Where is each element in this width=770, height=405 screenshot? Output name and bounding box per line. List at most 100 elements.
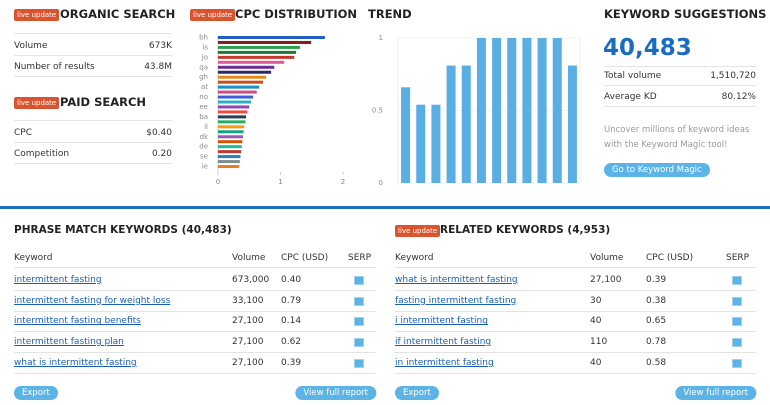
divider xyxy=(395,267,756,268)
cpc: 0.40 xyxy=(281,275,302,285)
keyword-link[interactable]: if intermittent fasting xyxy=(395,337,492,348)
volume: 30 xyxy=(590,295,602,306)
column-header: Keyword xyxy=(395,253,434,263)
section-title: KEYWORD SUGGESTIONS xyxy=(604,7,767,21)
volume: 27,100 xyxy=(590,275,622,285)
bar xyxy=(218,70,272,74)
bar xyxy=(567,65,577,183)
full-report-button[interactable]: View full report xyxy=(295,386,376,400)
export-button[interactable]: Export xyxy=(395,386,439,400)
bar xyxy=(218,145,242,149)
bar xyxy=(218,85,260,89)
serp-icon[interactable] xyxy=(732,317,742,327)
divider xyxy=(14,310,376,312)
cpc: 0.78 xyxy=(646,337,667,348)
metric-label: CPC xyxy=(14,128,32,138)
divider xyxy=(14,372,376,374)
bar xyxy=(218,130,244,134)
keyword-link[interactable]: intermittent fasting xyxy=(14,275,102,285)
bar xyxy=(218,55,295,59)
serp-icon[interactable] xyxy=(732,338,742,348)
section-title: ORGANIC SEARCH xyxy=(60,7,176,21)
category-label: ba xyxy=(199,113,208,121)
divider xyxy=(14,142,172,143)
section-title: PAID SEARCH xyxy=(60,95,147,109)
keyword-link[interactable]: i intermittent fasting xyxy=(395,316,488,327)
bar xyxy=(492,38,502,183)
volume: 40 xyxy=(590,357,602,368)
bar xyxy=(218,110,248,114)
volume: 673,000 xyxy=(232,275,270,285)
export-button[interactable]: Export xyxy=(14,386,58,400)
bar xyxy=(218,115,247,119)
volume: 27,100 xyxy=(232,337,264,348)
category-label: de xyxy=(199,143,208,151)
metric-value: $0.40 xyxy=(146,128,172,138)
bar xyxy=(218,120,246,124)
bar xyxy=(416,104,426,183)
column-header: SERP xyxy=(348,253,372,263)
serp-icon[interactable] xyxy=(354,358,364,368)
column-header: SERP xyxy=(726,253,750,263)
volume: 27,100 xyxy=(232,316,264,327)
serp-icon[interactable] xyxy=(732,358,742,368)
metric-value: 43.8M xyxy=(144,62,172,72)
serp-icon[interactable] xyxy=(354,317,364,327)
bar xyxy=(218,80,263,84)
bar xyxy=(218,135,243,139)
serp-icon[interactable] xyxy=(732,296,742,306)
category-label: jo xyxy=(201,53,208,61)
divider xyxy=(604,85,756,86)
cpc: 0.79 xyxy=(281,295,302,306)
divider xyxy=(604,66,756,67)
serp-icon[interactable] xyxy=(354,276,364,285)
category-label: gh xyxy=(199,73,208,81)
keyword-link[interactable]: intermittent fasting for weight loss xyxy=(14,295,171,306)
volume: 27,100 xyxy=(232,357,264,368)
category-label: ee xyxy=(199,103,208,111)
keyword-link[interactable]: intermittent fasting benefits xyxy=(14,316,141,327)
keyword-link[interactable]: in intermittent fasting xyxy=(395,357,494,368)
section-title: CPC DISTRIBUTION xyxy=(235,7,358,21)
keyword-link[interactable]: fasting intermittent fasting xyxy=(395,295,517,306)
cpc: 0.38 xyxy=(646,295,667,306)
bar xyxy=(218,165,240,169)
column-header: Volume xyxy=(590,253,624,263)
bar xyxy=(218,45,300,49)
divider xyxy=(14,163,172,164)
metric-value: 0.20 xyxy=(151,149,172,159)
metric-value: 673K xyxy=(148,41,172,51)
divider xyxy=(604,106,756,107)
y-tick-label: 1 xyxy=(379,34,383,42)
category-label: at xyxy=(201,83,208,91)
bar xyxy=(218,95,253,99)
serp-icon[interactable] xyxy=(354,296,364,306)
serp-icon[interactable] xyxy=(732,276,742,285)
y-tick-label: 0.5 xyxy=(372,107,383,115)
keyword-count: 40,483 xyxy=(603,35,692,61)
volume: 110 xyxy=(590,337,608,348)
serp-icon[interactable] xyxy=(354,338,364,348)
bar xyxy=(218,125,245,129)
bar xyxy=(552,38,562,183)
bar xyxy=(537,38,547,183)
full-report-button[interactable]: View full report xyxy=(675,386,756,400)
divider xyxy=(14,76,172,77)
cpc: 0.39 xyxy=(646,275,667,285)
keyword-magic-button[interactable]: Go to Keyword Magic xyxy=(604,163,710,177)
live-badge: live update xyxy=(395,225,441,237)
bar xyxy=(476,38,486,183)
metric-label: Number of results xyxy=(14,62,95,72)
bar xyxy=(401,87,411,183)
description: Uncover millions of keyword ideas with t… xyxy=(604,125,750,150)
divider xyxy=(14,267,376,268)
section-title: TREND xyxy=(368,7,412,21)
keyword-link[interactable]: what is intermittent fasting xyxy=(14,357,137,368)
keyword-link[interactable]: what is intermittent fasting xyxy=(395,275,518,285)
keyword-link[interactable]: intermittent fasting plan xyxy=(14,337,124,348)
column-header: CPC (USD) xyxy=(646,253,694,263)
column-header: Volume xyxy=(232,253,266,263)
category-label: ie xyxy=(202,163,208,171)
column-header: CPC (USD) xyxy=(281,253,329,263)
bar xyxy=(218,75,267,79)
